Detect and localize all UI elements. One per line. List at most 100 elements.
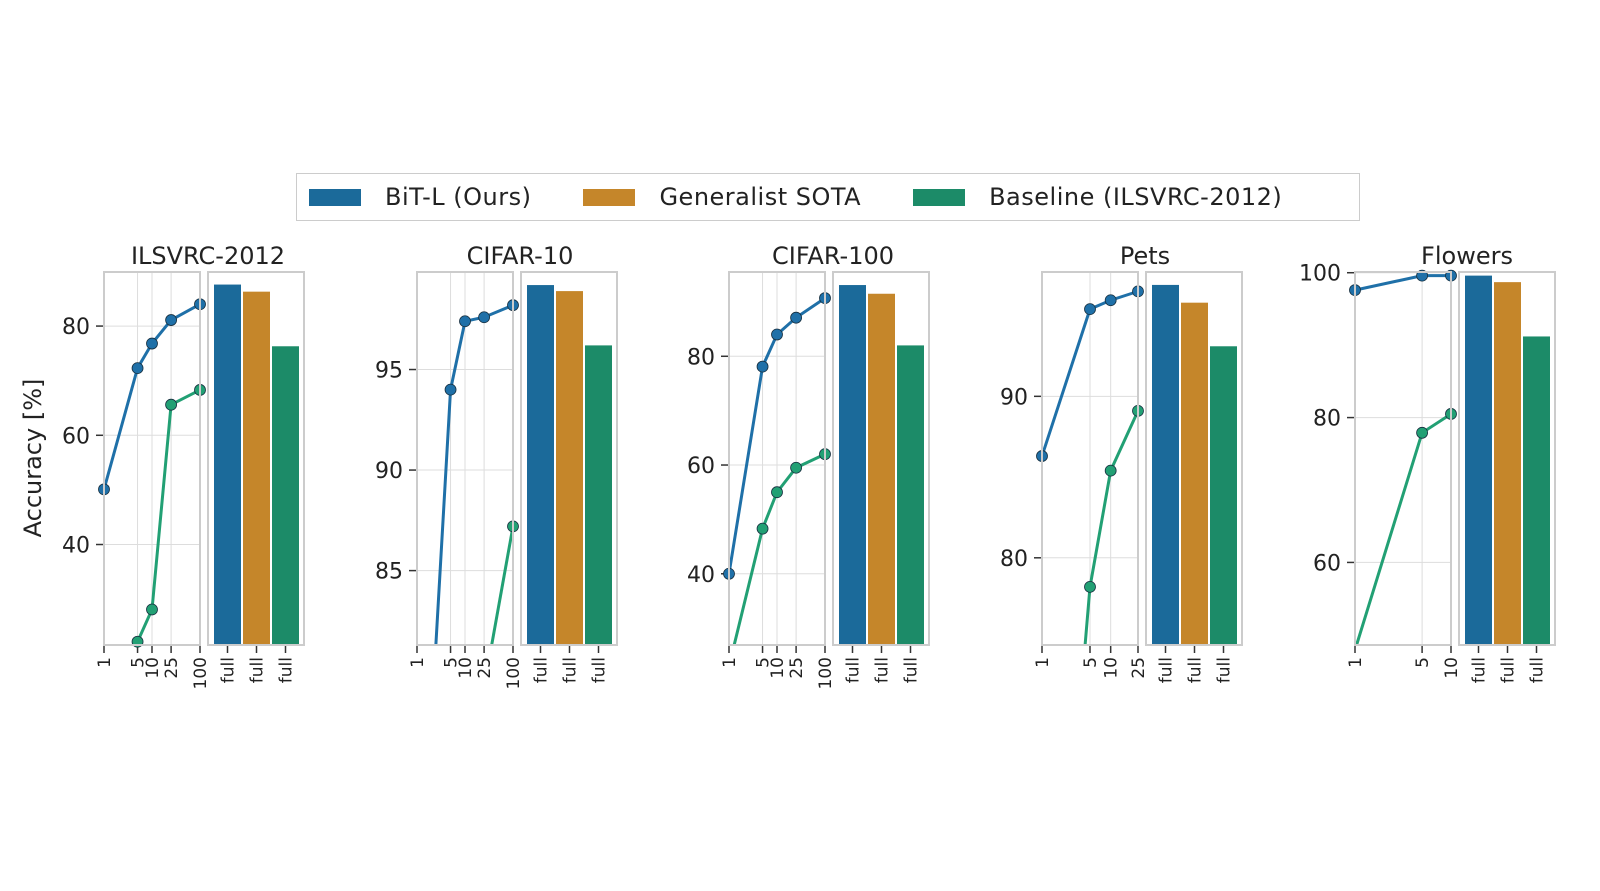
data-point [1084,580,1096,593]
y-tick-label: 40 [687,563,715,588]
data-point [1104,294,1117,307]
y-tick-label: 85 [375,560,403,585]
bar-sota [556,291,583,645]
bar-tick-label: full [219,657,239,683]
subplot-flowers: Flowers 60 80 100 1 5 10 full full full [1299,242,1556,683]
legend-swatch-sota [583,188,636,206]
data-point [1104,464,1117,477]
bar-tick-label: full [248,657,268,683]
bar-baseline [272,346,299,645]
y-tick-label: 60 [62,424,90,449]
line-axes-frame [1354,271,1452,646]
bar-axes-frame [1145,271,1243,646]
series-bit-l [434,299,519,646]
bar-baseline [1523,336,1550,645]
bar-sota [243,291,270,645]
data-point [771,328,783,341]
x-tick-label: 1 [1033,657,1053,668]
x-tick-label: 1 [95,657,115,668]
bar-tick-label: full [561,657,581,683]
subplot-ilsvrc-2012: ILSVRC-2012 40 60 80 1 510 25 100 full full full [62,242,305,689]
data-point [756,522,769,535]
y-tick-label: 80 [1313,407,1341,432]
x-tick-label: 25 [162,657,182,679]
bar-bit-l [839,285,866,645]
bar-tick-label: full [532,657,552,683]
x-tick-label: 100 [191,657,211,689]
series-line [1354,274,1451,292]
legend-item-baseline: Baseline (ILSVRC-2012) [913,183,1282,211]
bar-axes-frame [832,271,930,646]
line-axes-frame [103,271,201,646]
bar-tick-label: full [902,657,922,683]
y-tick-label: 100 [1299,262,1341,287]
bar-bit-l [527,285,554,645]
y-tick-label: 60 [687,454,715,479]
line-axes-frame [728,271,826,646]
subplot-cifar-100: CIFAR-100 40 60 80 1 510 25 100 full full full [687,242,930,689]
bar-tick-label: full [590,657,610,683]
subplot-title: ILSVRC-2012 [131,242,285,270]
legend-swatch-baseline [913,188,966,206]
data-point [146,603,158,616]
data-point [478,311,491,324]
bar-axes-frame [1458,271,1556,646]
bar-bit-l [214,284,241,645]
x-tick-label: 25 [475,657,495,679]
series-baseline [1083,404,1144,646]
legend-label: Baseline (ILSVRC-2012) [989,183,1283,211]
series-bit-l [723,292,831,580]
x-tick-label: 10 [143,657,163,679]
bar-tick-label: full [873,657,893,683]
bar-bit-l [1152,284,1179,645]
data-point [1416,426,1429,439]
series-baseline [131,384,206,648]
legend-swatch-bit-l [309,188,361,206]
data-point [790,311,803,324]
legend-item-bit-l: BiT-L (Ours) [309,183,531,211]
bar-bit-l [1465,275,1492,645]
legend-label: Generalist SOTA [659,183,862,211]
bar-tick-label: full [1157,657,1177,683]
series-line [133,388,201,647]
x-tick-label: 1 [408,657,428,668]
x-tick-label: 25 [787,657,807,679]
data-point [771,486,783,499]
series-baseline [490,520,519,646]
legend-item-sota: Generalist SOTA [583,183,861,211]
series-bit-l [1349,269,1457,297]
x-tick-label: 5 [442,657,462,668]
x-tick-label: 100 [816,657,836,689]
x-tick-label: 25 [1129,657,1149,679]
line-axes-frame [1041,271,1139,646]
data-point [146,337,158,350]
data-point [1084,303,1096,316]
data-point [165,398,178,411]
series-line [732,452,826,646]
bar-tick-label: full [1215,657,1235,683]
y-tick-label: 80 [1000,547,1028,572]
x-tick-label: 10 [1102,657,1122,679]
x-tick-label: 10 [456,657,476,679]
data-point [165,314,178,326]
series-baseline [1355,408,1457,646]
y-tick-label: 60 [1313,551,1341,576]
data-point [790,461,803,474]
y-tick-label: 80 [687,345,715,370]
x-tick-label: 10 [1442,657,1462,679]
subplot-title: Pets [1120,242,1170,270]
bar-axes-frame [520,271,618,646]
bar-tick-label: full [844,657,864,683]
x-tick-label: 10 [768,657,788,679]
y-tick-label: 90 [1000,385,1028,410]
y-tick-label: 40 [62,534,90,559]
data-point [444,383,457,396]
y-tick-label: 95 [375,359,403,384]
legend-label: BiT-L (Ours) [385,183,532,211]
bar-baseline [1210,346,1237,645]
x-tick-label: 5 [1413,657,1433,668]
x-tick-label: 1 [720,657,740,668]
subplot-title: CIFAR-10 [467,242,574,270]
x-tick-label: 5 [1081,657,1101,668]
